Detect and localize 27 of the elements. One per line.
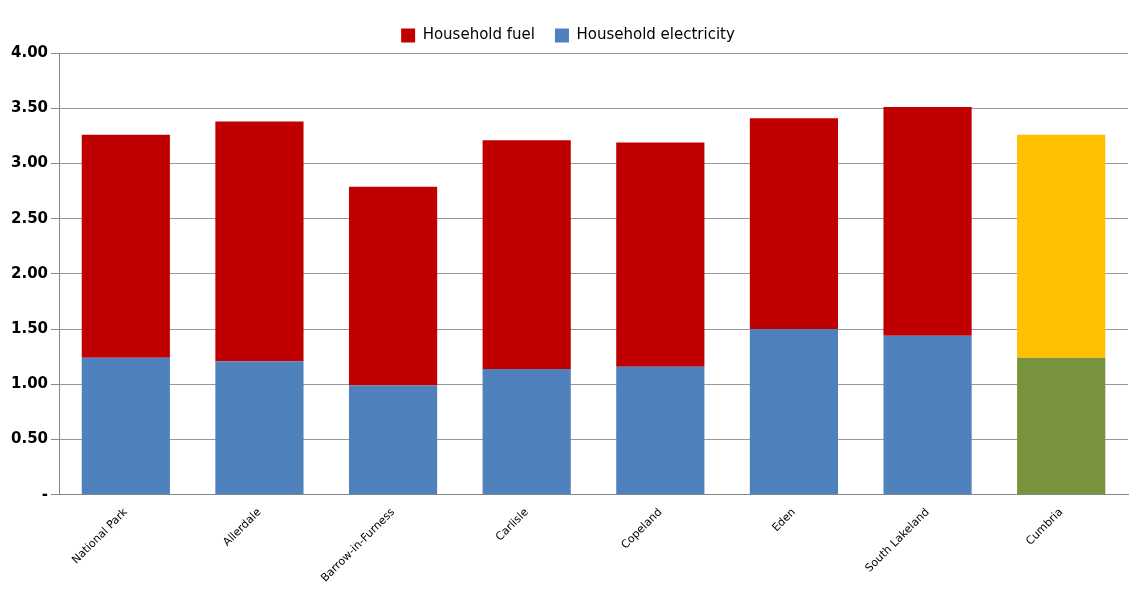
y-tick-label: 1.00 bbox=[10, 374, 49, 393]
y-tick-label: 3.50 bbox=[10, 98, 49, 117]
bar bbox=[883, 335, 972, 495]
bar bbox=[749, 118, 839, 330]
y-tick-label: 3.00 bbox=[10, 153, 49, 172]
y-tick-label: 1.50 bbox=[10, 319, 49, 338]
y-tick-label: 4.00 bbox=[10, 42, 49, 61]
bar bbox=[616, 142, 705, 367]
bar bbox=[81, 134, 170, 358]
bar bbox=[215, 121, 304, 362]
legend-label: Household electricity bbox=[576, 25, 735, 44]
legend-label: Household fuel bbox=[422, 25, 535, 44]
bar bbox=[482, 140, 571, 369]
bar bbox=[348, 186, 438, 386]
y-tick-label: - bbox=[41, 484, 49, 503]
bar bbox=[81, 357, 170, 495]
bar bbox=[1017, 357, 1106, 495]
y-tick-label: 0.50 bbox=[10, 429, 49, 448]
bar bbox=[1017, 134, 1106, 358]
bar bbox=[482, 368, 571, 495]
bar bbox=[348, 385, 438, 495]
bar bbox=[883, 107, 972, 336]
bar bbox=[616, 366, 705, 495]
y-tick-label: 2.50 bbox=[10, 208, 49, 227]
bar bbox=[215, 361, 304, 495]
bar bbox=[749, 329, 839, 495]
y-tick-label: 2.00 bbox=[10, 263, 49, 282]
